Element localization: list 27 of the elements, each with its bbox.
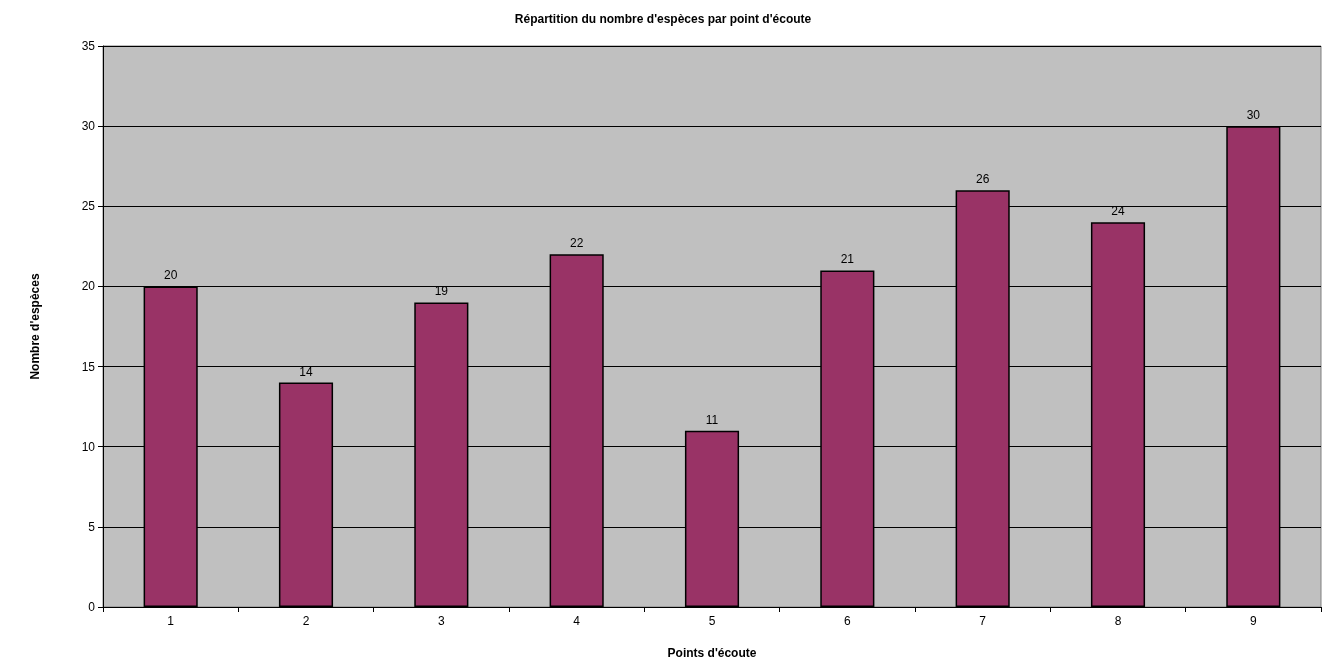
y-tick-label: 15 <box>81 359 96 374</box>
data-label: 20 <box>163 268 178 283</box>
y-tick-label: 35 <box>81 39 96 53</box>
x-tick-label: 8 <box>1114 614 1122 628</box>
x-tick-label: 3 <box>437 614 445 628</box>
x-tick-label: 1 <box>167 614 175 628</box>
y-tick-label: 25 <box>81 199 96 214</box>
x-tick-label: 6 <box>843 614 851 628</box>
chart-title: Répartition du nombre d'espèces par point d'écoute <box>514 12 812 26</box>
x-tick-label: 5 <box>708 614 716 628</box>
data-label: 22 <box>569 236 584 251</box>
y-tick-label: 30 <box>81 119 96 134</box>
x-tick-label: 2 <box>302 614 310 628</box>
data-label: 30 <box>1246 108 1261 123</box>
data-label: 26 <box>975 172 990 187</box>
y-tick-label: 5 <box>88 519 96 534</box>
data-label: 14 <box>299 364 313 379</box>
data-label: 21 <box>840 252 855 267</box>
x-tick-label: 9 <box>1249 614 1257 628</box>
y-tick-label: 10 <box>81 439 96 454</box>
y-axis-title: Nombre d'espèces <box>28 273 42 380</box>
x-tick-label: 7 <box>979 614 987 628</box>
x-tick-label: 4 <box>573 614 581 628</box>
y-tick-label: 0 <box>88 600 96 614</box>
y-tick-label: 20 <box>81 279 96 294</box>
data-label: 11 <box>705 412 719 427</box>
x-axis-title: Points d'écoute <box>667 646 757 660</box>
